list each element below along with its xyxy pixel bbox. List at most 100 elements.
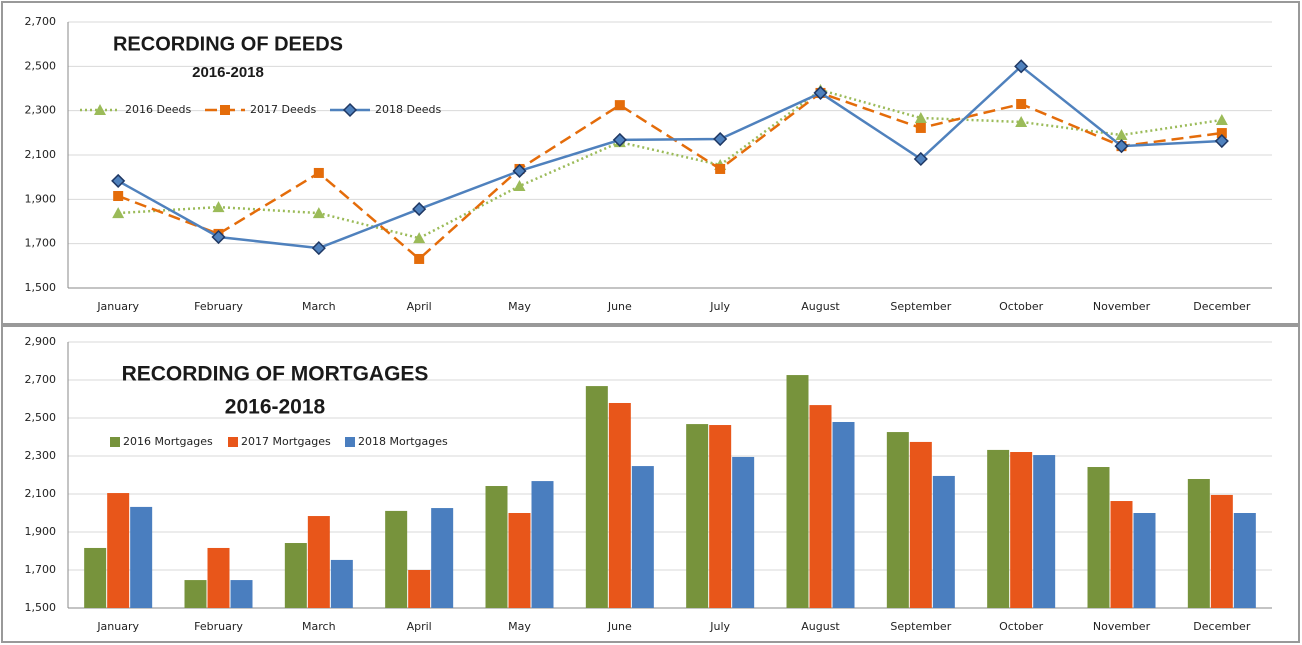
marker bbox=[312, 207, 325, 219]
marker bbox=[915, 122, 926, 133]
marker bbox=[313, 167, 324, 178]
chart-title: RECORDING OF MORTGAGES bbox=[122, 363, 429, 386]
x-tick-label: November bbox=[1093, 620, 1151, 633]
x-tick-label: October bbox=[999, 620, 1043, 633]
x-tick-label: November bbox=[1093, 300, 1151, 313]
x-tick-label: September bbox=[890, 620, 951, 633]
bar bbox=[608, 402, 631, 608]
x-tick-label: March bbox=[302, 620, 336, 633]
marker bbox=[342, 102, 358, 118]
marker bbox=[414, 253, 425, 264]
chart-subtitle: 2016-2018 bbox=[192, 64, 264, 81]
bar bbox=[207, 547, 230, 608]
bar bbox=[987, 449, 1010, 608]
y-tick-label: 1,700 bbox=[25, 563, 57, 576]
x-tick-label: June bbox=[607, 300, 632, 313]
data-line bbox=[117, 91, 1222, 261]
bar bbox=[909, 441, 932, 608]
marker bbox=[1215, 113, 1228, 125]
marker bbox=[1114, 139, 1129, 154]
y-tick-label: 2,100 bbox=[25, 148, 57, 161]
bar bbox=[585, 386, 608, 608]
marker bbox=[1015, 115, 1028, 127]
marker bbox=[94, 104, 106, 115]
marker bbox=[1214, 133, 1229, 149]
marker bbox=[1016, 99, 1027, 110]
bar bbox=[84, 547, 107, 608]
bar bbox=[184, 580, 207, 608]
y-tick-label: 1,500 bbox=[25, 281, 57, 294]
marker bbox=[512, 163, 527, 179]
legend-label: 2016 Deeds bbox=[125, 103, 191, 116]
bar bbox=[508, 513, 531, 608]
x-tick-label: August bbox=[801, 300, 840, 313]
marker bbox=[1014, 59, 1029, 74]
bar bbox=[1187, 478, 1210, 608]
bar bbox=[408, 570, 431, 608]
marker bbox=[914, 111, 927, 123]
bar bbox=[531, 481, 554, 608]
marker bbox=[412, 202, 427, 217]
bar bbox=[1110, 501, 1133, 608]
bar bbox=[130, 506, 153, 608]
marker bbox=[311, 241, 326, 256]
data-line bbox=[117, 64, 1222, 250]
bar bbox=[1210, 494, 1233, 608]
bar bbox=[709, 425, 732, 608]
x-tick-label: March bbox=[302, 300, 336, 313]
bar bbox=[732, 456, 755, 608]
bar bbox=[485, 486, 508, 608]
bar bbox=[1033, 455, 1056, 608]
marker bbox=[112, 207, 125, 219]
x-tick-label: February bbox=[194, 620, 243, 633]
bar bbox=[107, 493, 130, 608]
marker bbox=[1115, 129, 1128, 141]
panel-frame bbox=[1, 1, 1300, 325]
bar bbox=[1133, 513, 1156, 608]
x-tick-label: April bbox=[407, 300, 432, 313]
x-tick-label: September bbox=[890, 300, 951, 313]
bar bbox=[786, 375, 809, 608]
legend-label: 2018 Deeds bbox=[375, 103, 441, 116]
x-tick-label: October bbox=[999, 300, 1043, 313]
y-tick-label: 2,500 bbox=[25, 59, 57, 72]
marker bbox=[212, 201, 225, 213]
chart-title: RECORDING OF DEEDS bbox=[113, 33, 343, 55]
x-tick-label: January bbox=[96, 620, 139, 633]
marker bbox=[612, 132, 627, 147]
x-tick-label: April bbox=[407, 620, 432, 633]
x-tick-label: May bbox=[508, 620, 531, 633]
bar bbox=[686, 424, 709, 608]
panel-frame bbox=[1, 325, 1300, 643]
bar bbox=[385, 510, 408, 608]
bar bbox=[932, 475, 955, 608]
y-tick-label: 1,900 bbox=[25, 525, 57, 538]
bar bbox=[886, 432, 909, 608]
y-tick-label: 2,300 bbox=[25, 449, 57, 462]
marker bbox=[220, 105, 230, 115]
x-tick-label: June bbox=[607, 620, 632, 633]
marker bbox=[813, 85, 828, 100]
y-tick-label: 2,100 bbox=[25, 487, 57, 500]
bar bbox=[1233, 513, 1256, 608]
marker bbox=[1216, 128, 1227, 139]
bar bbox=[631, 466, 654, 608]
marker bbox=[713, 131, 728, 147]
x-tick-label: January bbox=[96, 300, 139, 313]
data-line bbox=[118, 88, 1223, 240]
bar bbox=[330, 559, 353, 608]
legend-label: 2017 Mortgages bbox=[241, 435, 331, 448]
x-tick-label: December bbox=[1193, 620, 1251, 633]
marker bbox=[913, 151, 928, 167]
x-tick-label: August bbox=[801, 620, 840, 633]
legend-swatch bbox=[345, 437, 355, 447]
y-tick-label: 2,700 bbox=[25, 373, 57, 386]
legend-label: 2018 Mortgages bbox=[358, 435, 448, 448]
bar bbox=[1010, 452, 1033, 608]
legend-label: 2017 Deeds bbox=[250, 103, 316, 116]
y-tick-label: 1,500 bbox=[25, 601, 57, 614]
marker bbox=[614, 100, 625, 111]
bar bbox=[307, 516, 330, 608]
legend-swatch bbox=[110, 437, 120, 447]
